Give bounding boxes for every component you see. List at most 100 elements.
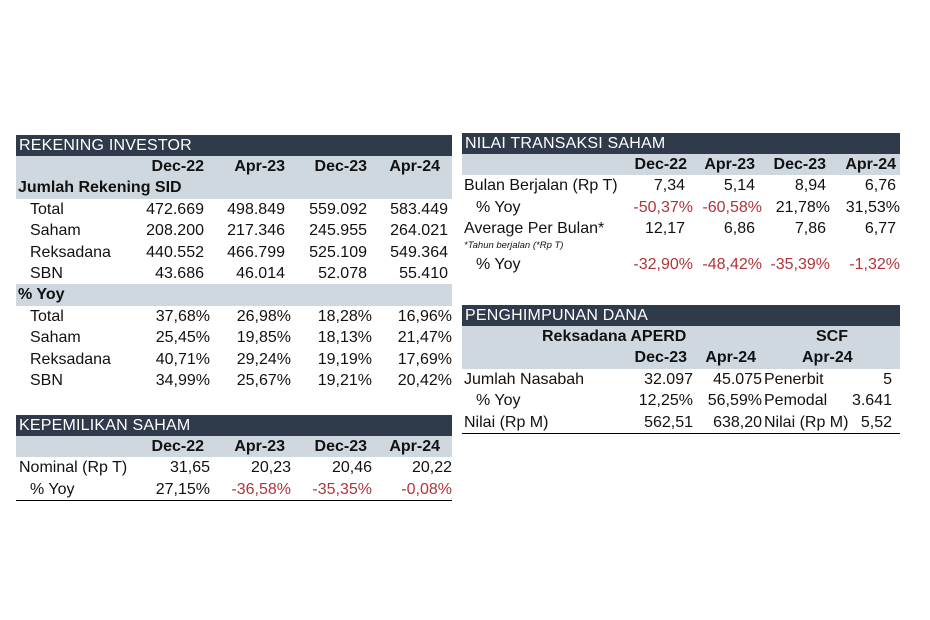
column-header: Dec-23 — [773, 156, 826, 173]
row-label: Saham — [30, 329, 81, 347]
cell: 17,69% — [397, 350, 452, 368]
footnote-text: *Tahun berjalan (*Rp T) — [464, 239, 564, 251]
column-header: Dec-23 — [314, 438, 367, 455]
cell: 525.109 — [309, 243, 367, 261]
cell: 21,47% — [397, 329, 452, 347]
row-label: SBN — [30, 371, 63, 389]
row-label: Total — [30, 307, 64, 325]
cell: 466.799 — [227, 243, 285, 261]
cell-negative: -32,90% — [633, 255, 693, 273]
row-label: Saham — [30, 222, 81, 240]
table-row: SBN 34,99% 25,67% 19,21% 20,42% — [16, 370, 452, 391]
scf-label: Nilai (Rp M) — [764, 413, 849, 431]
section-header: % Yoy — [16, 284, 452, 306]
cell-negative: -1,32% — [849, 255, 900, 273]
row-label: Jumlah Nasabah — [464, 370, 585, 388]
section-label: Jumlah Rekening SID — [18, 179, 182, 197]
cell: 7,34 — [653, 177, 685, 195]
column-header: Dec-22 — [151, 158, 204, 175]
table-row: Nominal (Rp T) 31,65 20,23 20,46 20,22 — [16, 457, 452, 478]
cell: 21,78% — [775, 198, 830, 216]
cell: 472.669 — [146, 200, 204, 218]
cell: 34,99% — [155, 371, 210, 389]
nilai-transaksi-title: NILAI TRANSAKSI SAHAM — [462, 133, 900, 154]
cell: 29,24% — [236, 350, 291, 368]
column-header-row: Dec-23 Apr-24 Apr-24 — [462, 347, 900, 369]
cell: 6,76 — [864, 177, 896, 195]
scf-label: Pemodal — [764, 392, 828, 410]
cell: 16,96% — [397, 307, 452, 325]
table-row: Jumlah Nasabah 32.097 45.075 Penerbit 5 — [462, 369, 900, 390]
column-header: Dec-22 — [151, 438, 204, 455]
cell-negative: -35,35% — [312, 480, 372, 498]
cell: 7,86 — [794, 220, 826, 238]
column-header: Apr-23 — [234, 158, 285, 175]
cell: 25,67% — [236, 371, 291, 389]
cell: 55.410 — [399, 264, 448, 282]
row-label: Average Per Bulan* — [464, 220, 605, 238]
table-row: Reksadana 440.552 466.799 525.109 549.36… — [16, 242, 452, 263]
cell: 264.021 — [390, 222, 448, 240]
cell: 208.200 — [146, 222, 204, 240]
cell: 559.092 — [309, 200, 367, 218]
cell: 20,42% — [397, 371, 452, 389]
column-header: Apr-24 — [802, 349, 853, 367]
group-header: Reksadana APERD SCF — [462, 326, 900, 348]
column-header: Dec-23 — [314, 158, 367, 175]
nilai-transaksi-column-header: Dec-22 Apr-23 Dec-23 Apr-24 — [462, 154, 900, 176]
cell: 19,21% — [317, 371, 372, 389]
kepemilikan-saham-panel: KEPEMILIKAN SAHAM Dec-22 Apr-23 Dec-23 A… — [16, 415, 452, 502]
cell: 45.075 — [713, 370, 762, 388]
table-row: Saham 25,45% 19,85% 18,13% 21,47% — [16, 327, 452, 348]
column-header: Apr-23 — [234, 438, 285, 455]
table-row: % Yoy -50,37% -60,58% 21,78% 31,53% — [462, 197, 900, 218]
group-label-reksadana: Reksadana APERD — [542, 328, 687, 345]
cell: 27,15% — [155, 480, 210, 498]
table-row: Saham 208.200 217.346 245.955 264.021 — [16, 220, 452, 241]
cell: 43.686 — [155, 264, 204, 282]
cell: 549.364 — [390, 243, 448, 261]
cell: 18,13% — [317, 329, 372, 347]
table-row: Total 37,68% 26,98% 18,28% 16,96% — [16, 306, 452, 327]
scf-value: 5 — [883, 370, 892, 388]
cell: 12,25% — [638, 392, 693, 410]
cell: 498.849 — [227, 200, 285, 218]
cell: 8,94 — [794, 177, 826, 195]
nilai-transaksi-panel: NILAI TRANSAKSI SAHAM Dec-22 Apr-23 Dec-… — [462, 133, 900, 275]
cell: 245.955 — [309, 222, 367, 240]
column-header: Dec-23 — [634, 349, 687, 367]
cell: 25,45% — [155, 329, 210, 347]
section-label: % Yoy — [18, 286, 65, 304]
table-row: % Yoy 27,15% -36,58% -35,35% -0,08% — [16, 479, 452, 502]
rekening-investor-title: REKENING INVESTOR — [16, 135, 452, 156]
cell: 46.014 — [236, 264, 285, 282]
table-row: Total 472.669 498.849 559.092 583.449 — [16, 199, 452, 220]
row-label: % Yoy — [476, 198, 521, 216]
cell: 562,51 — [644, 413, 693, 431]
row-label: % Yoy — [30, 480, 75, 498]
column-header: Apr-24 — [705, 349, 756, 367]
row-label: Nominal (Rp T) — [19, 459, 128, 477]
column-header: Apr-24 — [389, 158, 440, 175]
cell: 31,53% — [845, 198, 900, 216]
table-row: SBN 43.686 46.014 52.078 55.410 — [16, 263, 452, 284]
cell: 56,59% — [707, 392, 762, 410]
cell: 638,20 — [713, 413, 762, 431]
row-label: Reksadana — [30, 350, 111, 368]
cell: 18,28% — [317, 307, 372, 325]
penghimpunan-dana-title: PENGHIMPUNAN DANA — [462, 305, 900, 326]
row-label: Total — [30, 200, 64, 218]
cell-negative: -35,39% — [770, 255, 830, 273]
scf-label: Penerbit — [764, 370, 824, 388]
scf-value: 5,52 — [860, 413, 892, 431]
row-label: Bulan Berjalan (Rp T) — [464, 177, 618, 195]
column-header: Apr-24 — [845, 156, 896, 173]
row-label: Reksadana — [30, 243, 111, 261]
cell: 26,98% — [236, 307, 291, 325]
cell: 40,71% — [155, 350, 210, 368]
rekening-investor-column-header: Dec-22 Apr-23 Dec-23 Apr-24 — [16, 156, 452, 178]
cell: 6,77 — [864, 220, 896, 238]
rekening-investor-panel: REKENING INVESTOR Dec-22 Apr-23 Dec-23 A… — [16, 135, 452, 391]
cell: 37,68% — [155, 307, 210, 325]
section-header: Jumlah Rekening SID — [16, 177, 452, 199]
